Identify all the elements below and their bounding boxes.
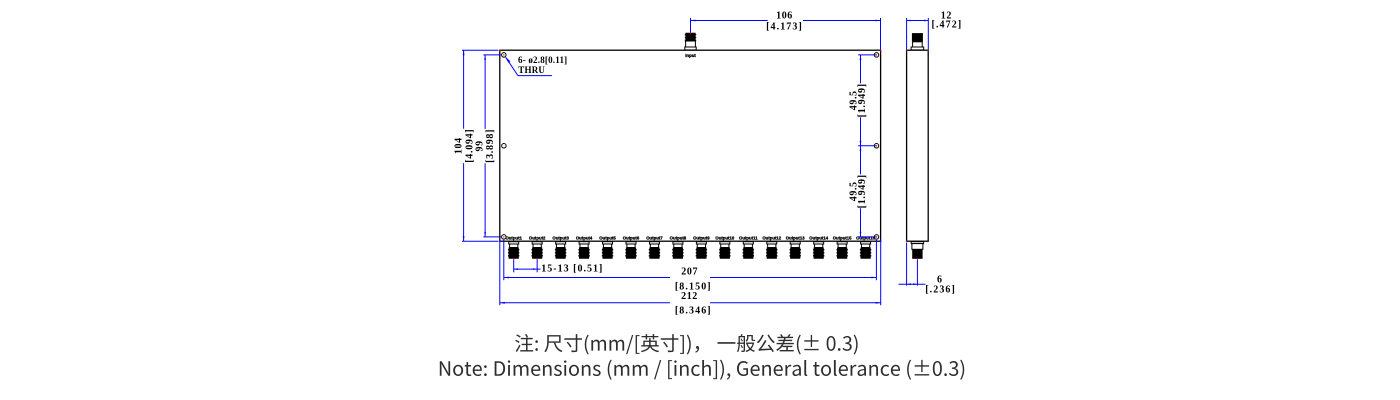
svg-text:Output11: Output11 bbox=[739, 236, 758, 241]
svg-text:Input: Input bbox=[685, 53, 696, 58]
svg-text:Output15: Output15 bbox=[833, 236, 852, 241]
svg-text:Output1: Output1 bbox=[505, 236, 522, 241]
svg-text:[.472]: [.472] bbox=[932, 20, 963, 31]
svg-text:[.236]: [.236] bbox=[925, 285, 956, 296]
svg-text:Output8: Output8 bbox=[670, 236, 687, 241]
svg-text:Output14: Output14 bbox=[809, 236, 828, 241]
svg-text:[4.173]: [4.173] bbox=[766, 22, 803, 33]
svg-text:12: 12 bbox=[941, 11, 952, 22]
svg-text:Output13: Output13 bbox=[786, 236, 805, 241]
svg-text:Output3: Output3 bbox=[552, 236, 569, 241]
svg-text:106: 106 bbox=[776, 11, 793, 22]
svg-text:6: 6 bbox=[937, 274, 943, 285]
svg-text:[3.898]: [3.898] bbox=[485, 129, 496, 163]
svg-text:Output9: Output9 bbox=[693, 236, 710, 241]
svg-text:Output2: Output2 bbox=[529, 236, 546, 241]
svg-text:THRU: THRU bbox=[518, 65, 545, 75]
svg-text:Output10: Output10 bbox=[715, 236, 734, 241]
svg-text:15-13 [0.51]: 15-13 [0.51] bbox=[541, 263, 603, 274]
svg-text:Output4: Output4 bbox=[576, 236, 593, 241]
svg-text:207: 207 bbox=[681, 267, 698, 278]
svg-text:Output6: Output6 bbox=[623, 236, 640, 241]
svg-text:Output5: Output5 bbox=[599, 236, 616, 241]
svg-text:Output16: Output16 bbox=[856, 236, 875, 241]
svg-text:104: 104 bbox=[453, 137, 464, 154]
svg-text:[1.949]: [1.949] bbox=[857, 174, 868, 208]
svg-text:Output7: Output7 bbox=[646, 236, 663, 241]
svg-text:[4.094]: [4.094] bbox=[465, 129, 476, 163]
svg-text:6- ø2.8[0.11]: 6- ø2.8[0.11] bbox=[518, 55, 567, 65]
svg-text:Output12: Output12 bbox=[762, 236, 781, 241]
svg-text:[8.150]: [8.150] bbox=[675, 281, 712, 292]
svg-text:212: 212 bbox=[681, 291, 698, 302]
svg-text:99: 99 bbox=[474, 140, 485, 151]
svg-text:49.5: 49.5 bbox=[848, 90, 859, 110]
svg-text:[8.346]: [8.346] bbox=[675, 305, 712, 316]
svg-text:49.5: 49.5 bbox=[848, 181, 859, 201]
svg-text:[1.949]: [1.949] bbox=[857, 83, 868, 117]
